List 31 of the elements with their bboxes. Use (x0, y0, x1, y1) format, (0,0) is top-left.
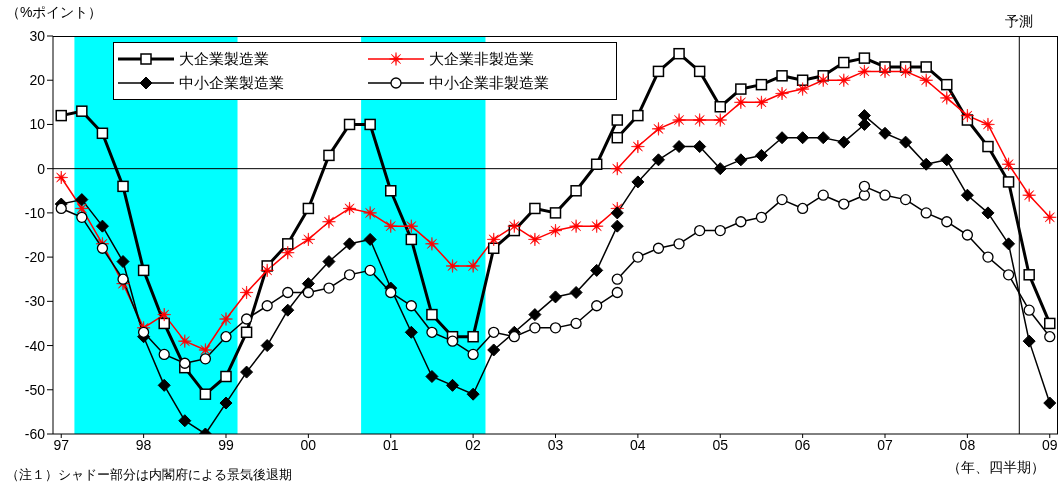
y-tick-label: -10 (24, 204, 46, 221)
x-tick-label: 06 (794, 436, 811, 453)
y-tick-label: -30 (24, 293, 46, 310)
ref-line-label: 予測 (1005, 13, 1034, 29)
y-tick-label: 20 (29, 72, 46, 89)
x-tick-label: 03 (547, 436, 564, 453)
y-tick-label: -20 (24, 249, 46, 266)
x-tick-label: 98 (135, 436, 152, 453)
y-tick-label: 30 (29, 27, 46, 44)
legend-label: 大企業製造業 (179, 49, 269, 69)
y-axis-title: （%ポイント） (6, 4, 103, 22)
y-tick-label: -50 (24, 381, 46, 398)
x-tick-label: 99 (218, 436, 234, 453)
x-tick-label: 07 (877, 436, 894, 453)
legend-label: 大企業非製造業 (429, 49, 534, 69)
text: （注１）シャドー部分は内閣府による景気後退期 (6, 466, 292, 484)
x-tick-label: 97 (53, 436, 70, 453)
x-tick-label: 02 (465, 436, 482, 453)
x-tick-label: 01 (382, 436, 399, 453)
x-axis-title: （年、四半期） (947, 459, 1045, 477)
x-tick-label: 09 (1041, 436, 1058, 453)
x-tick-label: 08 (959, 436, 976, 453)
y-tick-label: 10 (29, 116, 46, 133)
y-tick-label: 0 (37, 160, 46, 177)
y-tick-label: -40 (24, 337, 46, 354)
x-tick-label: 00 (300, 436, 317, 453)
legend-label: 中小企業製造業 (179, 73, 284, 93)
x-tick-label: 05 (712, 436, 729, 453)
x-tick-label: 04 (630, 436, 646, 453)
legend-label: 中小企業非製造業 (429, 73, 549, 93)
y-tick-label: -60 (24, 425, 46, 442)
